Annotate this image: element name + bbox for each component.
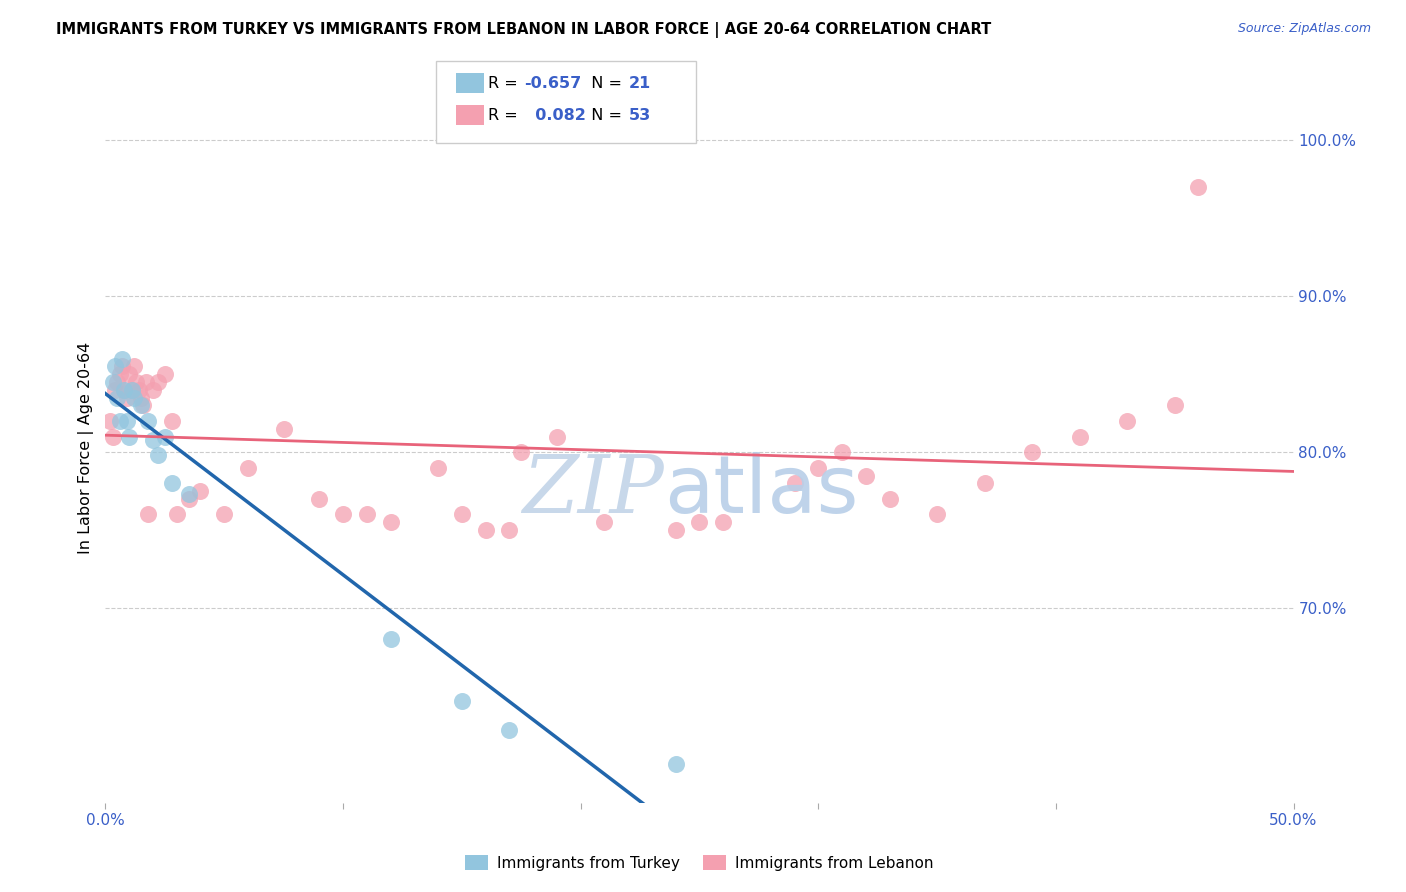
Point [101, 375, 124, 389]
Point [129, 398, 152, 412]
Point [783, 476, 806, 491]
Point [121, 383, 143, 397]
Point [146, 448, 169, 462]
Point [380, 632, 402, 647]
Point [160, 414, 183, 428]
Point [153, 368, 176, 382]
Point [118, 429, 141, 443]
Point [879, 491, 901, 506]
Point [236, 460, 259, 475]
Point [177, 487, 200, 501]
Point [190, 484, 212, 499]
Point [108, 368, 131, 382]
Point [380, 515, 402, 529]
Point [807, 460, 830, 475]
Point [450, 508, 472, 522]
Point [104, 359, 127, 374]
Point [1069, 429, 1091, 443]
Point [427, 460, 450, 475]
Point [474, 523, 496, 537]
Point [332, 508, 354, 522]
Text: 53: 53 [628, 108, 651, 123]
Point [665, 756, 688, 771]
Point [135, 375, 157, 389]
Point [214, 508, 236, 522]
Point [831, 445, 853, 459]
Point [1187, 180, 1209, 194]
Point [160, 476, 183, 491]
Point [593, 515, 616, 529]
Point [105, 375, 128, 389]
Text: 21: 21 [628, 76, 651, 91]
Point [98, 414, 121, 428]
Point [498, 523, 520, 537]
Point [153, 429, 176, 443]
Point [122, 391, 145, 405]
Text: N =: N = [581, 76, 627, 91]
Point [711, 515, 734, 529]
Point [136, 508, 159, 522]
Text: R =: R = [488, 108, 523, 123]
Legend: Immigrants from Turkey, Immigrants from Lebanon: Immigrants from Turkey, Immigrants from … [460, 848, 939, 877]
Y-axis label: In Labor Force | Age 20-64: In Labor Force | Age 20-64 [79, 343, 94, 554]
Point [101, 429, 124, 443]
Point [510, 445, 533, 459]
Point [1164, 398, 1187, 412]
Point [115, 414, 138, 428]
Point [132, 398, 155, 412]
Point [108, 414, 131, 428]
Point [308, 491, 330, 506]
Point [136, 414, 159, 428]
Text: N =: N = [581, 108, 627, 123]
Point [665, 523, 688, 537]
Point [855, 468, 877, 483]
Point [142, 433, 165, 447]
Point [125, 375, 148, 389]
Point [546, 429, 568, 443]
Point [122, 359, 145, 374]
Point [111, 351, 134, 366]
Point [129, 391, 152, 405]
Point [105, 391, 128, 405]
Point [114, 383, 136, 397]
Point [166, 508, 188, 522]
Point [128, 383, 150, 397]
Point [121, 383, 143, 397]
Point [498, 723, 520, 737]
Point [273, 422, 295, 436]
Text: 0.082: 0.082 [524, 108, 586, 123]
Point [114, 383, 136, 397]
Point [450, 694, 472, 708]
Text: -0.657: -0.657 [524, 76, 582, 91]
Point [118, 368, 141, 382]
Point [111, 359, 134, 374]
Text: IMMIGRANTS FROM TURKEY VS IMMIGRANTS FROM LEBANON IN LABOR FORCE | AGE 20-64 COR: IMMIGRANTS FROM TURKEY VS IMMIGRANTS FRO… [56, 22, 991, 38]
Point [104, 383, 127, 397]
Text: ZIP: ZIP [522, 452, 664, 530]
Text: atlas: atlas [664, 451, 858, 530]
Point [689, 515, 711, 529]
Point [356, 508, 378, 522]
Text: R =: R = [488, 76, 523, 91]
Text: Source: ZipAtlas.com: Source: ZipAtlas.com [1237, 22, 1371, 36]
Point [142, 383, 165, 397]
Point [1021, 445, 1043, 459]
Point [115, 391, 138, 405]
Point [1116, 414, 1139, 428]
Point [925, 508, 948, 522]
Point [973, 476, 995, 491]
Point [177, 491, 200, 506]
Point [146, 375, 169, 389]
